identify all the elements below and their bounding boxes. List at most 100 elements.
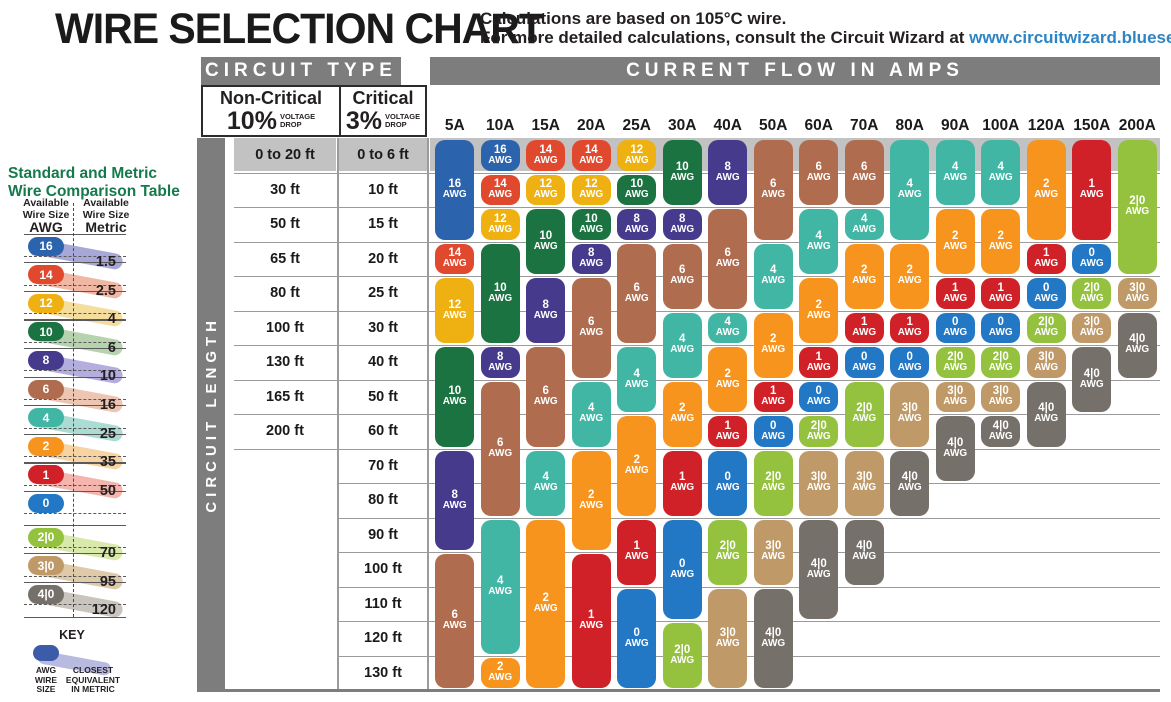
pill-awg-unit: AWG xyxy=(852,275,877,287)
wire-pill: 1 AWG xyxy=(617,519,657,585)
page-title: WIRE SELECTION CHART xyxy=(55,4,544,53)
key-right-label: CLOSEST EQUIVALENT IN METRIC xyxy=(65,665,121,694)
row-gridline xyxy=(234,414,427,415)
metric-size-value: 6 xyxy=(107,339,116,356)
row-label-noncritical: 200 ft xyxy=(266,423,304,440)
pill-awg-value: 1 xyxy=(679,471,686,484)
pill-awg-value: 0 xyxy=(997,316,1004,328)
wire-pill: 12 AWG xyxy=(617,140,657,171)
pill-awg-value: 10 xyxy=(448,385,462,397)
pill-awg-unit: AWG xyxy=(761,430,786,442)
pill-awg-unit: AWG xyxy=(806,568,831,580)
row-gridline xyxy=(339,621,427,622)
pill-awg-value: 6 xyxy=(542,385,549,397)
metric-column-header: Available Wire Size Metric xyxy=(82,197,130,235)
pill-awg-value: 2 xyxy=(770,333,777,346)
pill-awg-value: 4 xyxy=(542,471,549,484)
comparison-row-dashed-line xyxy=(24,575,126,577)
wire-pill: 4 AWG xyxy=(571,381,611,447)
pill-awg-unit: AWG xyxy=(715,327,740,338)
pill-awg-unit: AWG xyxy=(897,413,922,425)
row-gridline xyxy=(339,483,427,484)
metric-size-value: 1.5 xyxy=(95,254,116,270)
pill-awg-value: 1 xyxy=(952,281,959,294)
pill-awg-unit: AWG xyxy=(852,482,877,494)
comparison-row-line xyxy=(24,405,126,407)
pill-awg-unit: AWG xyxy=(897,275,922,287)
comparison-row-dashed-line xyxy=(24,341,126,343)
pill-awg-unit: AWG xyxy=(488,154,513,166)
pill-awg-value: 14 xyxy=(448,247,462,259)
wire-pill: 0 AWG xyxy=(1072,243,1112,274)
subheader-divider xyxy=(339,87,341,135)
pill-awg-unit: AWG xyxy=(579,258,604,269)
pill-awg-unit: AWG xyxy=(943,240,968,252)
key-left-label: AWG WIRE SIZE xyxy=(34,665,58,694)
wire-pill: 2|0 AWG xyxy=(1117,140,1157,274)
pill-awg-value: 4 xyxy=(815,229,822,242)
wire-pill: 2 AWG xyxy=(571,450,611,550)
wire-pill: 2 AWG xyxy=(799,278,839,343)
comparison-row-dashed-line xyxy=(24,370,126,372)
amp-column-header: 5A xyxy=(444,117,465,134)
pill-awg-value: 8 xyxy=(633,212,640,225)
circuit-wizard-link[interactable]: www.circuitwizard.bluesea.com xyxy=(969,28,1171,47)
pill-awg-unit: AWG xyxy=(852,413,877,425)
wire-pill: 6 AWG xyxy=(844,140,884,205)
pill-awg-unit: AWG xyxy=(442,309,467,321)
pill-awg-value: 6 xyxy=(724,247,731,259)
wire-pill: 2|0 AWG xyxy=(981,347,1021,378)
wire-pill: 0 AWG xyxy=(935,312,975,343)
pill-awg-unit: AWG xyxy=(1034,258,1059,269)
pill-awg-value: 12 xyxy=(539,178,553,190)
wire-pill: 4 AWG xyxy=(753,243,793,309)
row-label-critical: 10 ft xyxy=(368,181,398,198)
wire-pill: 12 AWG xyxy=(480,209,520,240)
metric-size-value: 2.5 xyxy=(95,282,116,299)
pill-awg-unit: AWG xyxy=(1079,327,1104,338)
pill-awg-unit: AWG xyxy=(1125,344,1150,356)
comparison-row-line xyxy=(24,462,126,464)
pill-awg-unit: AWG xyxy=(579,223,604,235)
wire-pill: 0 AWG xyxy=(844,347,884,378)
pill-awg-value: 12 xyxy=(448,298,462,311)
metric-size-value: 16 xyxy=(99,397,116,413)
wire-pill: 4|0 AWG xyxy=(935,416,975,481)
amp-column-header: 40A xyxy=(713,117,742,134)
metric-size-value: 35 xyxy=(99,454,116,471)
amp-column-header: 100A xyxy=(982,117,1020,134)
wire-pill: 1 AWG xyxy=(571,554,611,688)
row1-band-noncritical xyxy=(234,138,336,171)
row-label-critical: 25 ft xyxy=(368,285,398,302)
pill-awg-unit: AWG xyxy=(533,603,558,614)
metric-size-value: 10 xyxy=(99,368,116,385)
pill-awg-value: 8 xyxy=(588,247,595,259)
pill-awg-value: 2|0 xyxy=(1083,281,1100,294)
pill-awg-value: 1 xyxy=(588,609,595,622)
pill-awg-unit: AWG xyxy=(715,171,740,183)
metric-size-value: 50 xyxy=(99,482,116,499)
comparison-row-line xyxy=(24,290,126,292)
wire-pill: 0 AWG xyxy=(1026,278,1066,309)
pill-awg-value: 10 xyxy=(675,160,689,173)
wire-pill: 1 AWG xyxy=(708,416,748,447)
pill-awg-value: 2 xyxy=(679,402,686,415)
row-gridline xyxy=(339,552,427,553)
row-gridline xyxy=(429,241,1160,243)
wire-pill: 3|0 AWG xyxy=(799,450,839,516)
row-label-noncritical: 165 ft xyxy=(266,388,304,405)
critical-cell: Critical 3% VOLTAGE DROP xyxy=(345,88,421,135)
pill-awg-value: 1 xyxy=(1043,247,1050,259)
wire-pill: 2|0 AWG xyxy=(753,450,793,516)
pill-awg-unit: AWG xyxy=(624,292,649,304)
wire-pill: 4 AWG xyxy=(799,209,839,274)
row-gridline xyxy=(429,345,1160,346)
pill-awg-value: 4|0 xyxy=(992,419,1009,432)
wire-pill: 4|0 AWG xyxy=(1117,312,1157,378)
pill-awg-value: 4 xyxy=(952,160,959,173)
pill-awg-value: 6 xyxy=(497,436,504,449)
comparison-row-dashed-line xyxy=(24,604,126,606)
row-gridline xyxy=(429,448,1160,450)
comparison-row-dashed-line xyxy=(24,256,126,257)
